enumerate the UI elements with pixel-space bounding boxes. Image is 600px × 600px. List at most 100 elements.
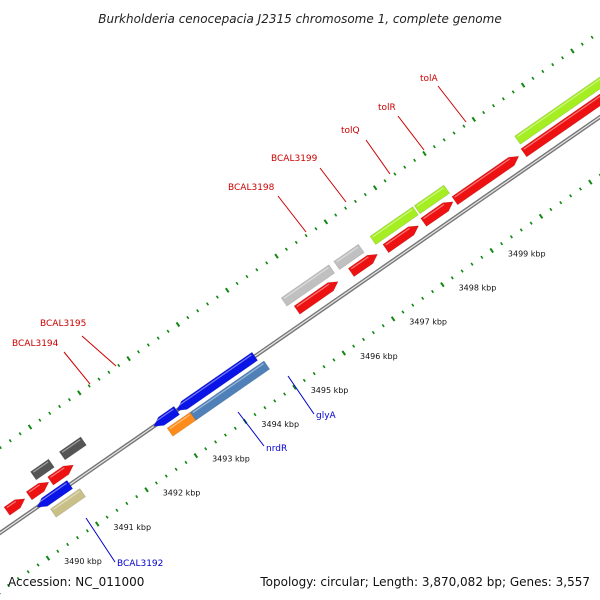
lower-tick-dot xyxy=(263,406,267,410)
upper-tick-dot xyxy=(541,69,545,74)
lower-tick-dot xyxy=(193,452,199,459)
upper-tick-dot xyxy=(551,62,555,67)
lower-tick-dot xyxy=(45,555,51,561)
feature-layer xyxy=(3,76,600,518)
gene-arrow-highlight xyxy=(296,283,330,307)
lower-tick-dot xyxy=(312,371,316,376)
lower-tick-dot xyxy=(411,303,415,307)
upper-tick-dot xyxy=(8,438,12,443)
tick-label-3491: 3491 kbp xyxy=(113,523,151,532)
gene-box-lime-highlight xyxy=(416,187,444,207)
upper-tick-dot xyxy=(482,110,486,115)
lower-tick-dot xyxy=(6,583,10,588)
upper-tick-dot xyxy=(156,336,160,340)
gene-leader-line xyxy=(287,375,315,415)
upper-tick-dot xyxy=(314,227,318,231)
gene-arrow xyxy=(293,281,339,315)
gene-box-lime-highlight xyxy=(372,209,413,238)
upper-tick-dot xyxy=(186,315,190,320)
lower-tick-dot xyxy=(421,296,425,301)
lower-tick-dot xyxy=(184,460,188,465)
gene-arrow-blue-highlight xyxy=(176,354,252,408)
gene-box-lime-highlight xyxy=(517,78,600,138)
gene-box-khaki xyxy=(49,488,87,518)
gene-arrow xyxy=(420,201,454,227)
upper-tick-dot xyxy=(353,199,357,204)
gene-label-bcal3192: BCAL3192 xyxy=(117,559,163,569)
lower-tick-dot xyxy=(144,487,149,493)
lower-tick-dot xyxy=(549,207,553,212)
gene-box-gray-light xyxy=(280,264,336,307)
lower-tick-dot xyxy=(529,221,533,225)
gene-leader-line xyxy=(63,351,91,385)
upper-tick-dot xyxy=(117,363,121,368)
lower-tick-dot xyxy=(588,179,593,185)
lower-tick-dot xyxy=(105,515,109,519)
upper-tick-dot xyxy=(224,287,230,293)
tick-label-3492: 3492 kbp xyxy=(163,489,201,498)
tick-label-3497: 3497 kbp xyxy=(409,318,447,327)
lower-tick-dot xyxy=(214,440,218,444)
upper-tick-dot xyxy=(97,377,101,381)
upper-tick-dot xyxy=(442,138,446,142)
upper-tick-dot xyxy=(215,295,219,299)
upper-tick-dot xyxy=(323,219,329,225)
gene-label-bcal3195: BCAL3195 xyxy=(40,319,86,329)
gene-label-bcal3194: BCAL3194 xyxy=(12,339,59,349)
lower-tick-dot xyxy=(283,392,287,396)
gene-arrow xyxy=(382,225,420,254)
upper-tick-dot xyxy=(235,281,239,286)
lower-tick-dot xyxy=(66,542,70,547)
upper-tick-dot xyxy=(363,192,367,197)
gene-label-tola: tolA xyxy=(420,74,439,84)
upper-tick-dot xyxy=(166,329,170,333)
lower-tick-dot xyxy=(223,433,227,437)
upper-tick-dot xyxy=(0,445,2,450)
lower-tick-dot xyxy=(431,289,435,294)
upper-tick-dot xyxy=(58,404,62,409)
gene-box-khaki-highlight xyxy=(52,490,80,511)
gene-label-bcal3199: BCAL3199 xyxy=(271,154,318,164)
gene-arrow xyxy=(451,155,520,206)
gene-arrow-blue-highlight xyxy=(153,408,174,424)
lower-tick-dot xyxy=(76,535,80,540)
upper-tick-dot xyxy=(87,384,91,388)
lower-tick-dot xyxy=(371,330,375,335)
tick-label-3493: 3493 kbp xyxy=(212,454,250,463)
lower-tick-dot xyxy=(538,213,544,219)
gene-box-orange-highlight xyxy=(169,414,190,430)
lower-tick-dot xyxy=(125,501,129,506)
lower-tick-dot xyxy=(302,378,306,383)
upper-tick-dot xyxy=(531,76,535,81)
lower-tick-dot xyxy=(500,241,504,246)
gene-box-gray-dark-highlight xyxy=(32,461,49,473)
accession-text: Accession: NC_011000 xyxy=(8,575,144,589)
gene-arrow-highlight xyxy=(423,203,445,220)
gene-arrow-blue-highlight xyxy=(36,482,67,505)
lower-tick-dot xyxy=(204,447,208,451)
lower-tick-dot xyxy=(253,412,257,417)
lower-tick-dot xyxy=(381,324,385,328)
upper-tick-dot xyxy=(344,206,348,210)
upper-tick-dot xyxy=(393,172,397,176)
gene-arrow xyxy=(25,481,50,501)
gene-leader-line xyxy=(437,85,467,123)
upper-tick-dot xyxy=(520,82,526,88)
lower-tick-dot xyxy=(509,235,513,239)
gene-label-glya: glyA xyxy=(316,411,337,421)
gene-leader-line xyxy=(85,517,116,563)
gene-box-gray-dark xyxy=(30,458,55,481)
upper-tick-dot xyxy=(27,424,33,430)
lower-tick-dot xyxy=(578,187,582,191)
lower-tick-dot xyxy=(16,576,20,581)
upper-tick-dot xyxy=(265,261,269,265)
tick-label-3494: 3494 kbp xyxy=(261,420,299,429)
lower-tick-dot xyxy=(94,521,100,527)
gene-arrow-highlight xyxy=(385,227,410,246)
gene-arrow-highlight xyxy=(50,467,65,478)
gene-box-gray-dark-highlight xyxy=(61,439,81,453)
upper-tick-dot xyxy=(67,397,71,402)
upper-tick-dot xyxy=(245,274,249,279)
lower-tick-dot xyxy=(480,255,484,260)
